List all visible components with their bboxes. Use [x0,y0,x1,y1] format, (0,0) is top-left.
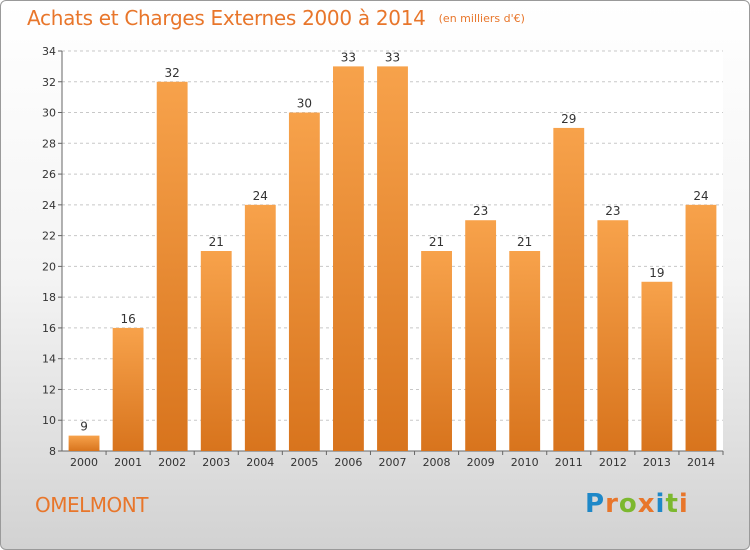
y-tick-label: 10 [42,414,56,427]
bar [244,204,276,451]
x-tick-label: 2011 [555,456,583,469]
y-tick-label: 12 [42,383,56,396]
proxiti-logo: Proxiti [585,489,689,519]
bar [509,251,541,451]
x-tick-label: 2005 [290,456,318,469]
data-label: 32 [165,66,180,80]
chart-title: Achats et Charges Externes 2000 à 2014 [27,6,426,30]
y-tick-label: 34 [42,45,56,58]
y-tick-label: 8 [49,445,56,458]
data-label: 21 [429,235,444,249]
y-tick-label: 30 [42,107,56,120]
y-tick-label: 22 [42,230,56,243]
commune-name: OMELMONT [35,493,148,517]
y-tick-label: 24 [42,199,56,212]
data-label: 19 [649,266,664,280]
logo-letter: t [665,489,679,519]
x-tick-label: 2002 [158,456,186,469]
bar [112,327,144,451]
x-tick-label: 2010 [511,456,539,469]
x-tick-label: 2009 [467,456,495,469]
x-tick-label: 2000 [70,456,98,469]
y-tick-label: 26 [42,168,56,181]
x-tick-label: 2012 [599,456,627,469]
data-label: 30 [297,97,312,111]
y-tick-label: 32 [42,76,56,89]
y-tick-label: 14 [42,353,56,366]
bar [553,127,585,451]
y-tick-label: 18 [42,291,56,304]
bar [377,66,408,451]
bar [333,66,364,451]
data-label: 9 [80,420,88,434]
chart-header: Achats et Charges Externes 2000 à 2014 (… [27,6,525,30]
x-tick-label: 2006 [334,456,362,469]
chart-unit: (en milliers d'€) [438,12,525,25]
data-label: 29 [561,112,576,126]
data-label: 21 [517,235,532,249]
logo-letter: i [655,489,666,519]
x-tick-label: 2008 [423,456,451,469]
x-tick-label: 2004 [246,456,274,469]
x-tick-label: 2003 [202,456,230,469]
logo-letter: r [605,489,619,519]
logo-letter: o [618,489,638,519]
data-label: 23 [473,204,488,218]
bar [421,251,452,451]
data-label: 16 [120,312,135,326]
x-tick-label: 2001 [114,456,142,469]
data-label: 23 [605,204,620,218]
x-tick-label: 2014 [687,456,715,469]
y-tick-label: 28 [42,137,56,150]
bar [68,435,100,451]
logo-letter: P [585,489,606,519]
bar [641,281,673,451]
bar [685,204,717,451]
y-tick-label: 16 [42,322,56,335]
data-label: 33 [385,50,400,64]
bar [200,251,232,451]
data-label: 24 [253,189,268,203]
x-tick-label: 2013 [643,456,671,469]
bar [465,220,497,451]
logo-letter: x [637,489,656,519]
data-label: 21 [209,235,224,249]
data-label: 33 [341,50,356,64]
data-label: 24 [693,189,708,203]
x-tick-label: 2007 [379,456,407,469]
bar [156,81,188,452]
bar [288,112,320,452]
y-tick-label: 20 [42,260,56,273]
logo-letter: i [678,489,689,519]
bar [597,220,629,451]
